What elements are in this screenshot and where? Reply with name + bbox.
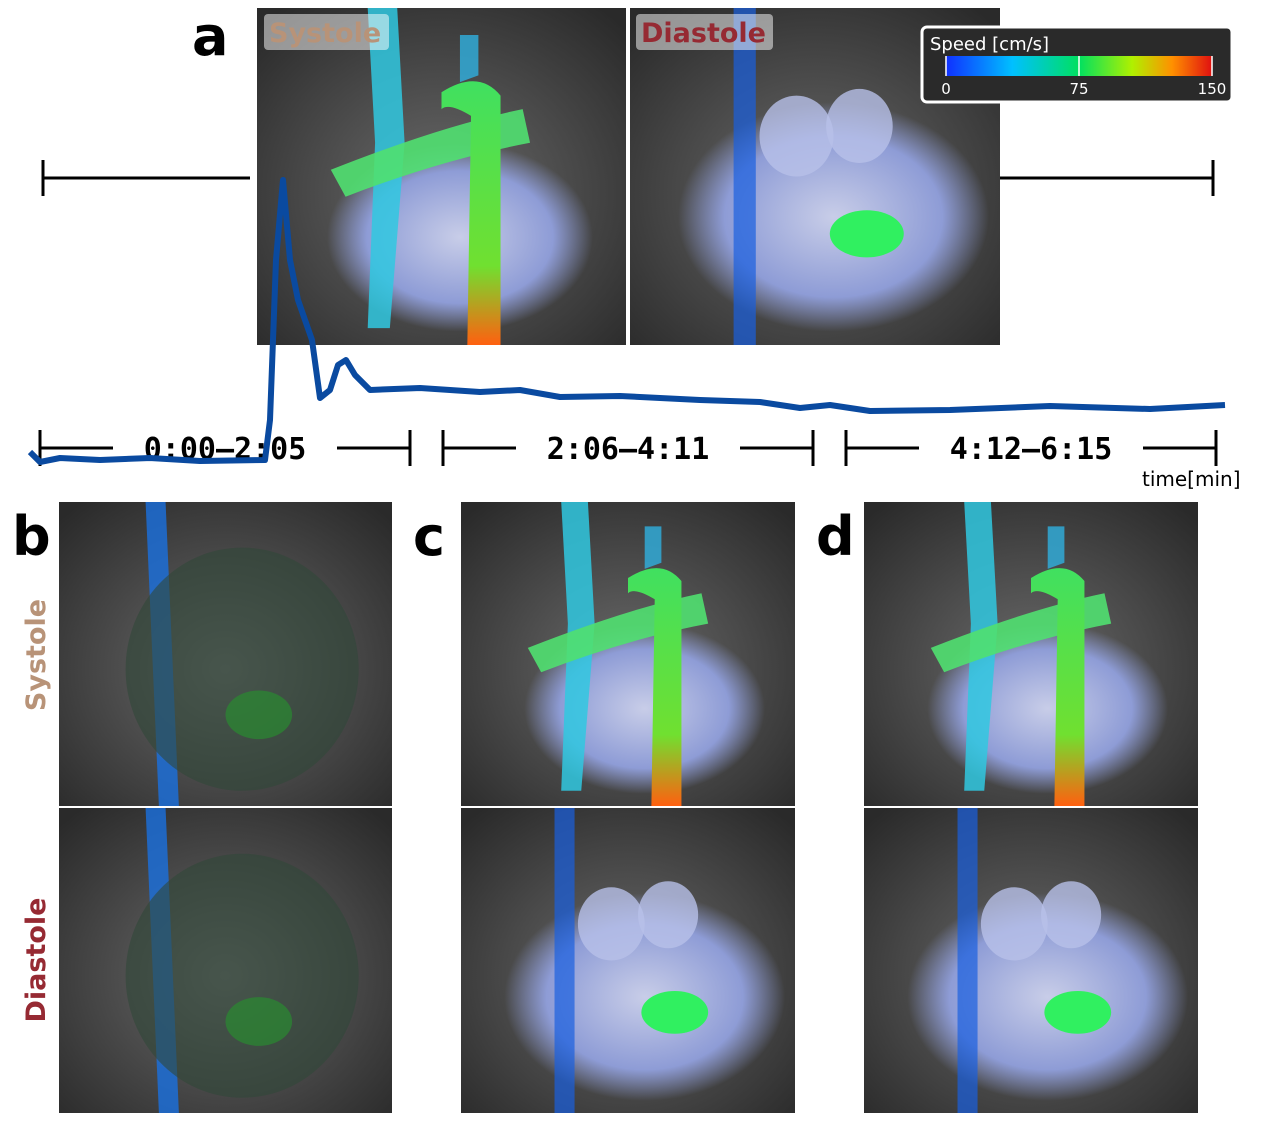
image [59,502,392,806]
image [864,808,1198,1113]
image [461,808,795,1113]
phase-label: Diastole [641,18,766,49]
label-bg [636,14,773,50]
label-bg [264,14,389,50]
range-label-bg [516,428,740,468]
axis-label: time[min] [1142,467,1241,491]
speed-curve [27,177,1226,465]
range-label-bg [919,428,1143,468]
panel-label: b [12,505,51,568]
image [59,808,392,1113]
colorbar-tick-label: 150 [1198,80,1227,98]
time-range: 4:12–6:15 [950,432,1113,467]
time-range: 2:06–4:11 [547,432,710,467]
panel-label: a [192,5,228,68]
row-label: Diastole [21,898,52,1023]
row-label: Systole [21,599,52,711]
panel-label: c [413,505,445,568]
panel-label: d [816,505,855,568]
phase-label: Systole [269,18,381,49]
colorbar-tick-label: 75 [1069,80,1088,98]
image [461,502,795,806]
image [864,502,1198,806]
image [257,8,626,345]
colorbar: Speed [cm/s] 0 75 150 [920,25,1234,104]
colorbar-tick-label: 0 [941,80,951,98]
colorbar-title: Speed [cm/s] [930,34,1049,55]
